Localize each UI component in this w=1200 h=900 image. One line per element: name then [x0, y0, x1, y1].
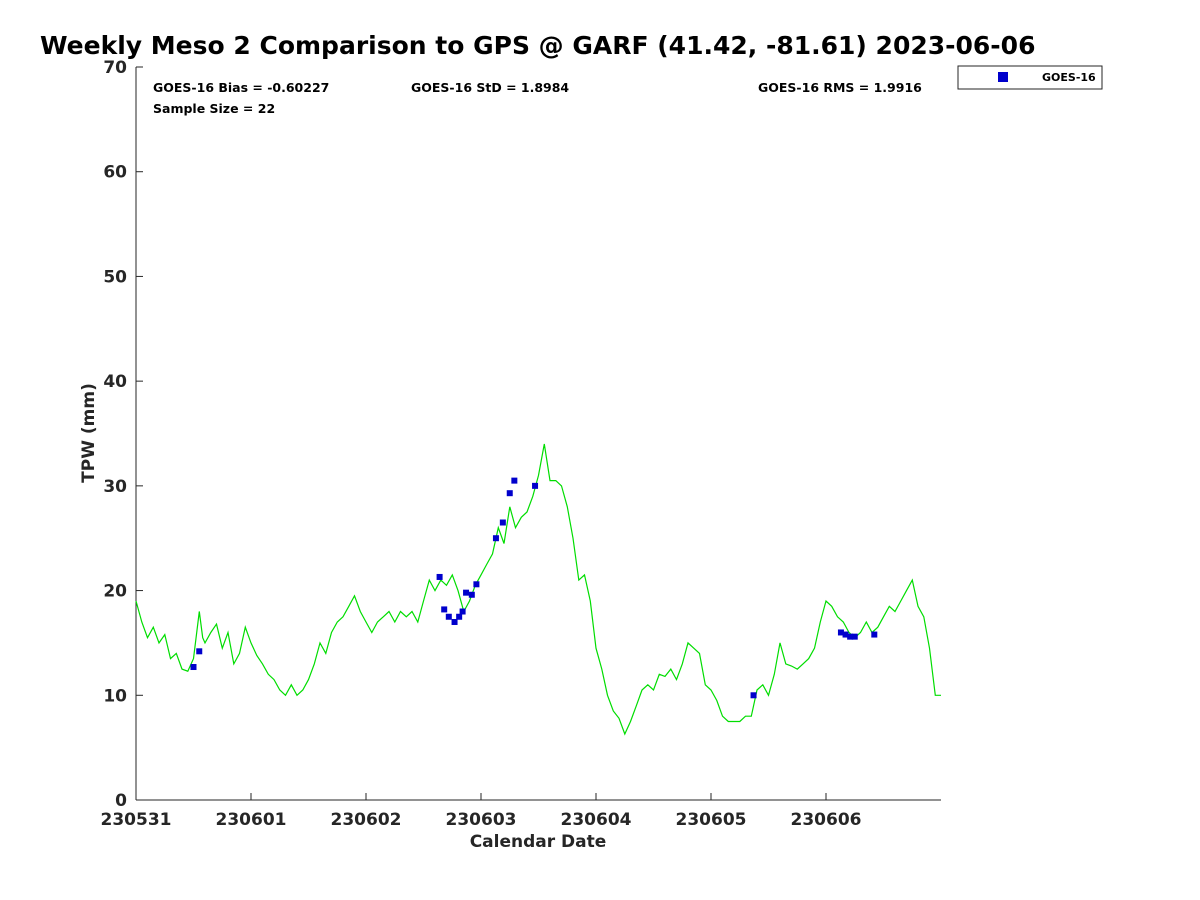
goes-16-point [492, 535, 499, 542]
plot-area: 0 10 20 30 40 50 60 70 230531 230601 230602 230603 2… [101, 58, 941, 830]
y-axis-label: TPW (mm) [79, 383, 99, 483]
goes-16-point [473, 581, 480, 588]
goes-16-point [190, 664, 197, 671]
sample-size-stat: Sample Size = 22 [153, 101, 275, 116]
x-tick-label: 230601 [216, 810, 287, 830]
goes-16-series [190, 477, 878, 699]
y-tick-label: 10 [103, 686, 127, 706]
goes-16-point [456, 613, 463, 620]
x-tick-label: 230531 [101, 810, 172, 830]
goes-16-point [436, 573, 443, 580]
x-tick-label: 230606 [791, 810, 862, 830]
y-tick-label: 20 [103, 582, 127, 602]
goes-16-point [196, 648, 203, 655]
goes-16-point [499, 519, 506, 526]
x-axis-label: Calendar Date [470, 832, 607, 852]
goes-16-point [511, 477, 518, 484]
goes-16-point [441, 606, 448, 613]
axes-box [136, 67, 941, 800]
axis-ticks: 0 10 20 30 40 50 60 70 230531 230601 230602 230603 2… [101, 58, 862, 830]
goes-16-point [871, 631, 878, 638]
goes-16-point [468, 591, 475, 598]
y-tick-label: 50 [103, 267, 127, 287]
rms-stat: GOES-16 RMS = 1.9916 [758, 80, 922, 95]
goes-16-point [837, 629, 844, 636]
x-tick-label: 230603 [446, 810, 517, 830]
legend-box [957, 65, 1103, 90]
goes-16-point [532, 482, 539, 489]
goes-16-point [847, 633, 854, 640]
goes-16-point [459, 608, 466, 615]
chart-title: Weekly Meso 2 Comparison to GPS @ GARF (… [40, 31, 1035, 60]
y-tick-label: 60 [103, 163, 127, 183]
y-tick-label: 40 [103, 372, 127, 392]
legend: GOES-16 [957, 65, 1103, 90]
x-tick-label: 230602 [331, 810, 402, 830]
goes-16-point [842, 631, 849, 638]
goes-16-point [750, 692, 757, 699]
y-tick-label: 70 [103, 58, 127, 78]
std-stat: GOES-16 StD = 1.8984 [411, 80, 569, 95]
legend-label-goes-16: GOES-16 [1042, 71, 1096, 84]
goes-16-point [445, 613, 452, 620]
legend-marker-goes-16 [998, 72, 1008, 82]
bias-stat: GOES-16 Bias = -0.60227 [153, 80, 329, 95]
y-tick-label: 30 [103, 477, 127, 497]
x-tick-label: 230604 [561, 810, 632, 830]
goes-16-point [851, 633, 858, 640]
goes-16-point [463, 589, 470, 596]
x-tick-label: 230605 [676, 810, 747, 830]
goes-16-point [506, 490, 513, 497]
y-tick-label: 0 [115, 791, 127, 811]
goes-16-point [451, 618, 458, 625]
